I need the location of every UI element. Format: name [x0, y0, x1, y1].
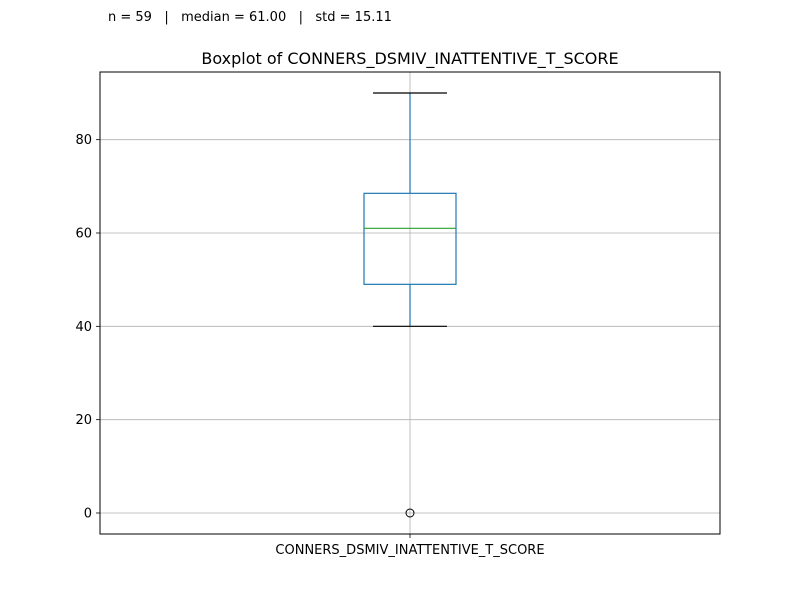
y-tick-label: 20	[75, 413, 92, 428]
x-tick-label: CONNERS_DSMIV_INATTENTIVE_T_SCORE	[275, 543, 544, 558]
box-series	[363, 92, 457, 518]
outlier-point	[405, 508, 415, 518]
y-tick-label: 0	[84, 507, 92, 522]
chart-title: Boxplot of CONNERS_DSMIV_INATTENTIVE_T_S…	[201, 49, 618, 69]
y-tick-label: 80	[75, 133, 92, 148]
summary-stats-text: n = 59 | median = 61.00 | std = 15.11	[108, 10, 392, 25]
iqr-box	[363, 192, 457, 285]
y-axis: 0 20 40 60 80	[75, 133, 100, 522]
plot-frame	[99, 71, 721, 535]
y-tick-label: 40	[75, 320, 92, 335]
y-tick-label: 60	[75, 227, 92, 242]
x-axis: CONNERS_DSMIV_INATTENTIVE_T_SCORE	[275, 534, 545, 558]
